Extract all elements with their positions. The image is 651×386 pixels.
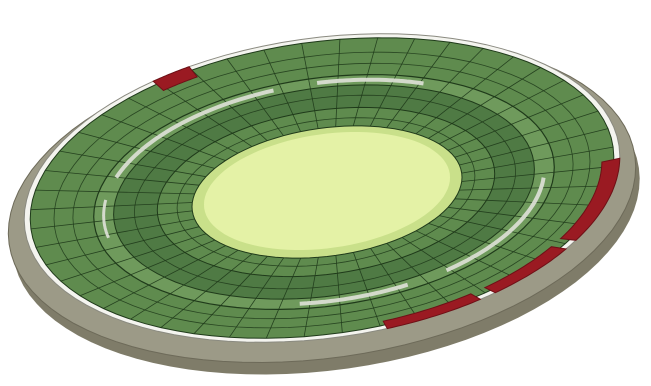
red-seating-sections — [152, 66, 621, 330]
grid-radial-line — [35, 218, 195, 248]
grid-radial-line — [45, 226, 200, 266]
red-seat-section — [382, 293, 482, 330]
grid-radial-line — [30, 210, 193, 230]
pitch — [191, 125, 463, 259]
grid-radial-line — [301, 43, 319, 129]
grid-radial-line — [428, 223, 543, 262]
walkway-strip — [114, 88, 274, 179]
grid-radial-line — [130, 249, 239, 320]
grid-radial-line — [191, 69, 268, 141]
red-seat-section — [559, 157, 621, 241]
pitch-surface — [204, 132, 450, 250]
grid-radial-line — [386, 42, 451, 128]
grid-radial-line — [60, 233, 207, 282]
grid-radial-line — [263, 49, 301, 132]
grid-radial-line — [59, 150, 206, 178]
grid-radial-line — [447, 94, 584, 151]
grid-radial-line — [454, 110, 599, 158]
walkway-strip — [102, 199, 110, 239]
grid-radial-line — [128, 97, 239, 154]
grid-radial-line — [459, 185, 609, 191]
grid-radial-line — [303, 257, 319, 337]
grid-radial-line — [335, 255, 343, 333]
grid-radial-line — [352, 37, 379, 127]
grid-radial-line — [454, 198, 599, 206]
grid-radial-line — [79, 239, 215, 297]
grid-radial-line — [461, 146, 614, 174]
walkway-strip — [299, 282, 409, 306]
grid-ring — [72, 62, 574, 320]
grid-radial-line — [369, 38, 415, 127]
grid-radial-line — [78, 132, 215, 169]
grid-radial-line — [229, 257, 285, 338]
grid-radial-line — [103, 245, 226, 309]
grid-radial-line — [439, 215, 566, 244]
grid-radial-line — [428, 67, 541, 139]
grid-radial-line — [415, 56, 514, 135]
grid-radial-line — [226, 58, 284, 136]
grid-radial-line — [448, 206, 585, 226]
grid-radial-line — [35, 189, 195, 195]
stand-grid-lines — [30, 37, 614, 339]
grid-radial-line — [160, 253, 253, 328]
concourse-walkways — [102, 77, 546, 306]
grid-radial-line — [30, 202, 193, 211]
grid-radial-line — [335, 39, 341, 127]
grid-radial-line — [101, 114, 226, 161]
grid-radial-line — [415, 230, 516, 279]
grid-radial-line — [401, 48, 484, 131]
grid-radial-line — [45, 170, 200, 186]
grid-radial-line — [158, 82, 253, 147]
grid-radial-line — [370, 248, 418, 318]
red-seat-section — [483, 246, 568, 294]
grid-radial-line — [459, 128, 609, 166]
walkway-strip — [316, 77, 424, 86]
red-seat-section — [152, 66, 199, 92]
grid-radial-line — [193, 256, 268, 334]
walkway-strip — [445, 177, 546, 273]
grid-radial-line — [353, 252, 381, 327]
grid-radial-line — [265, 257, 302, 339]
grid-radial-line — [386, 243, 453, 307]
grid-radial-line — [439, 79, 565, 145]
grid-radial-line — [401, 237, 486, 294]
grid-radial-line — [461, 165, 614, 182]
